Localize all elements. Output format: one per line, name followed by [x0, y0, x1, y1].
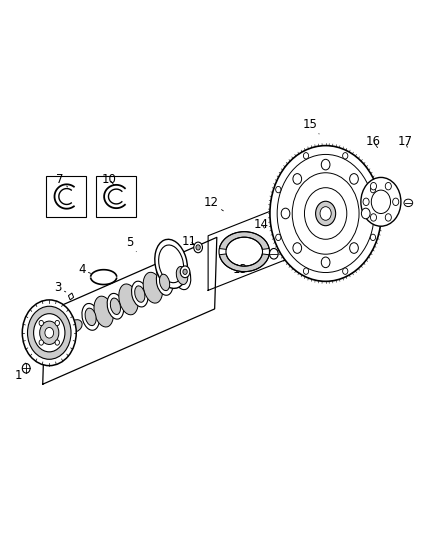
Circle shape: [292, 173, 359, 254]
Circle shape: [371, 234, 376, 240]
Ellipse shape: [110, 298, 120, 314]
Circle shape: [350, 174, 358, 184]
Ellipse shape: [159, 245, 184, 282]
Ellipse shape: [82, 303, 99, 330]
Polygon shape: [68, 293, 74, 300]
Circle shape: [361, 177, 401, 226]
Circle shape: [343, 268, 348, 274]
Ellipse shape: [156, 270, 173, 295]
Text: 11: 11: [182, 235, 197, 247]
Text: 7: 7: [57, 173, 67, 187]
Circle shape: [371, 190, 391, 214]
Bar: [46, 176, 86, 217]
Circle shape: [393, 198, 399, 206]
Ellipse shape: [85, 308, 96, 326]
Text: 4: 4: [78, 263, 91, 276]
Circle shape: [22, 300, 76, 366]
Circle shape: [39, 320, 43, 326]
Text: 14: 14: [254, 217, 269, 231]
Circle shape: [361, 208, 370, 219]
Ellipse shape: [159, 274, 170, 290]
Ellipse shape: [94, 296, 113, 327]
Ellipse shape: [135, 286, 145, 302]
Text: 6: 6: [154, 265, 169, 278]
Circle shape: [45, 327, 53, 338]
Circle shape: [180, 266, 190, 278]
Circle shape: [293, 174, 302, 184]
Circle shape: [304, 268, 309, 274]
Circle shape: [385, 182, 392, 190]
Circle shape: [194, 242, 202, 253]
Circle shape: [304, 152, 309, 159]
Circle shape: [320, 207, 331, 220]
Circle shape: [371, 214, 377, 221]
Circle shape: [385, 214, 392, 221]
Circle shape: [55, 320, 60, 326]
Circle shape: [293, 243, 302, 253]
Circle shape: [363, 198, 369, 206]
Text: 10: 10: [102, 173, 117, 185]
Text: 3: 3: [54, 281, 66, 294]
Ellipse shape: [143, 272, 162, 303]
Circle shape: [22, 364, 30, 373]
Circle shape: [316, 201, 336, 225]
Circle shape: [183, 269, 187, 274]
Text: 5: 5: [126, 236, 136, 252]
Circle shape: [276, 234, 281, 240]
Text: 12: 12: [204, 196, 223, 211]
Polygon shape: [219, 254, 269, 272]
Ellipse shape: [131, 281, 148, 307]
Circle shape: [34, 314, 65, 352]
Circle shape: [321, 257, 330, 268]
Circle shape: [270, 146, 381, 281]
Text: 15: 15: [303, 118, 319, 134]
Ellipse shape: [176, 266, 188, 285]
Circle shape: [281, 208, 290, 219]
Text: 2: 2: [27, 319, 40, 333]
Ellipse shape: [107, 293, 124, 319]
Circle shape: [277, 155, 374, 272]
Ellipse shape: [404, 199, 413, 207]
Circle shape: [55, 340, 60, 345]
Circle shape: [371, 187, 376, 193]
Bar: [96, 176, 136, 217]
Ellipse shape: [155, 239, 187, 288]
Ellipse shape: [119, 284, 138, 315]
Text: 1: 1: [14, 363, 25, 382]
Ellipse shape: [173, 261, 191, 289]
Text: 16: 16: [366, 135, 381, 148]
Circle shape: [40, 321, 59, 344]
Circle shape: [28, 306, 71, 359]
Circle shape: [371, 182, 377, 190]
Circle shape: [321, 159, 330, 170]
Circle shape: [304, 188, 347, 239]
Circle shape: [276, 187, 281, 193]
Text: 13: 13: [233, 263, 247, 276]
Polygon shape: [219, 232, 269, 249]
Circle shape: [269, 248, 278, 259]
Circle shape: [39, 340, 43, 345]
Circle shape: [196, 245, 200, 250]
Circle shape: [343, 152, 348, 159]
Text: 17: 17: [398, 135, 413, 148]
Circle shape: [350, 243, 358, 253]
Ellipse shape: [69, 320, 82, 332]
